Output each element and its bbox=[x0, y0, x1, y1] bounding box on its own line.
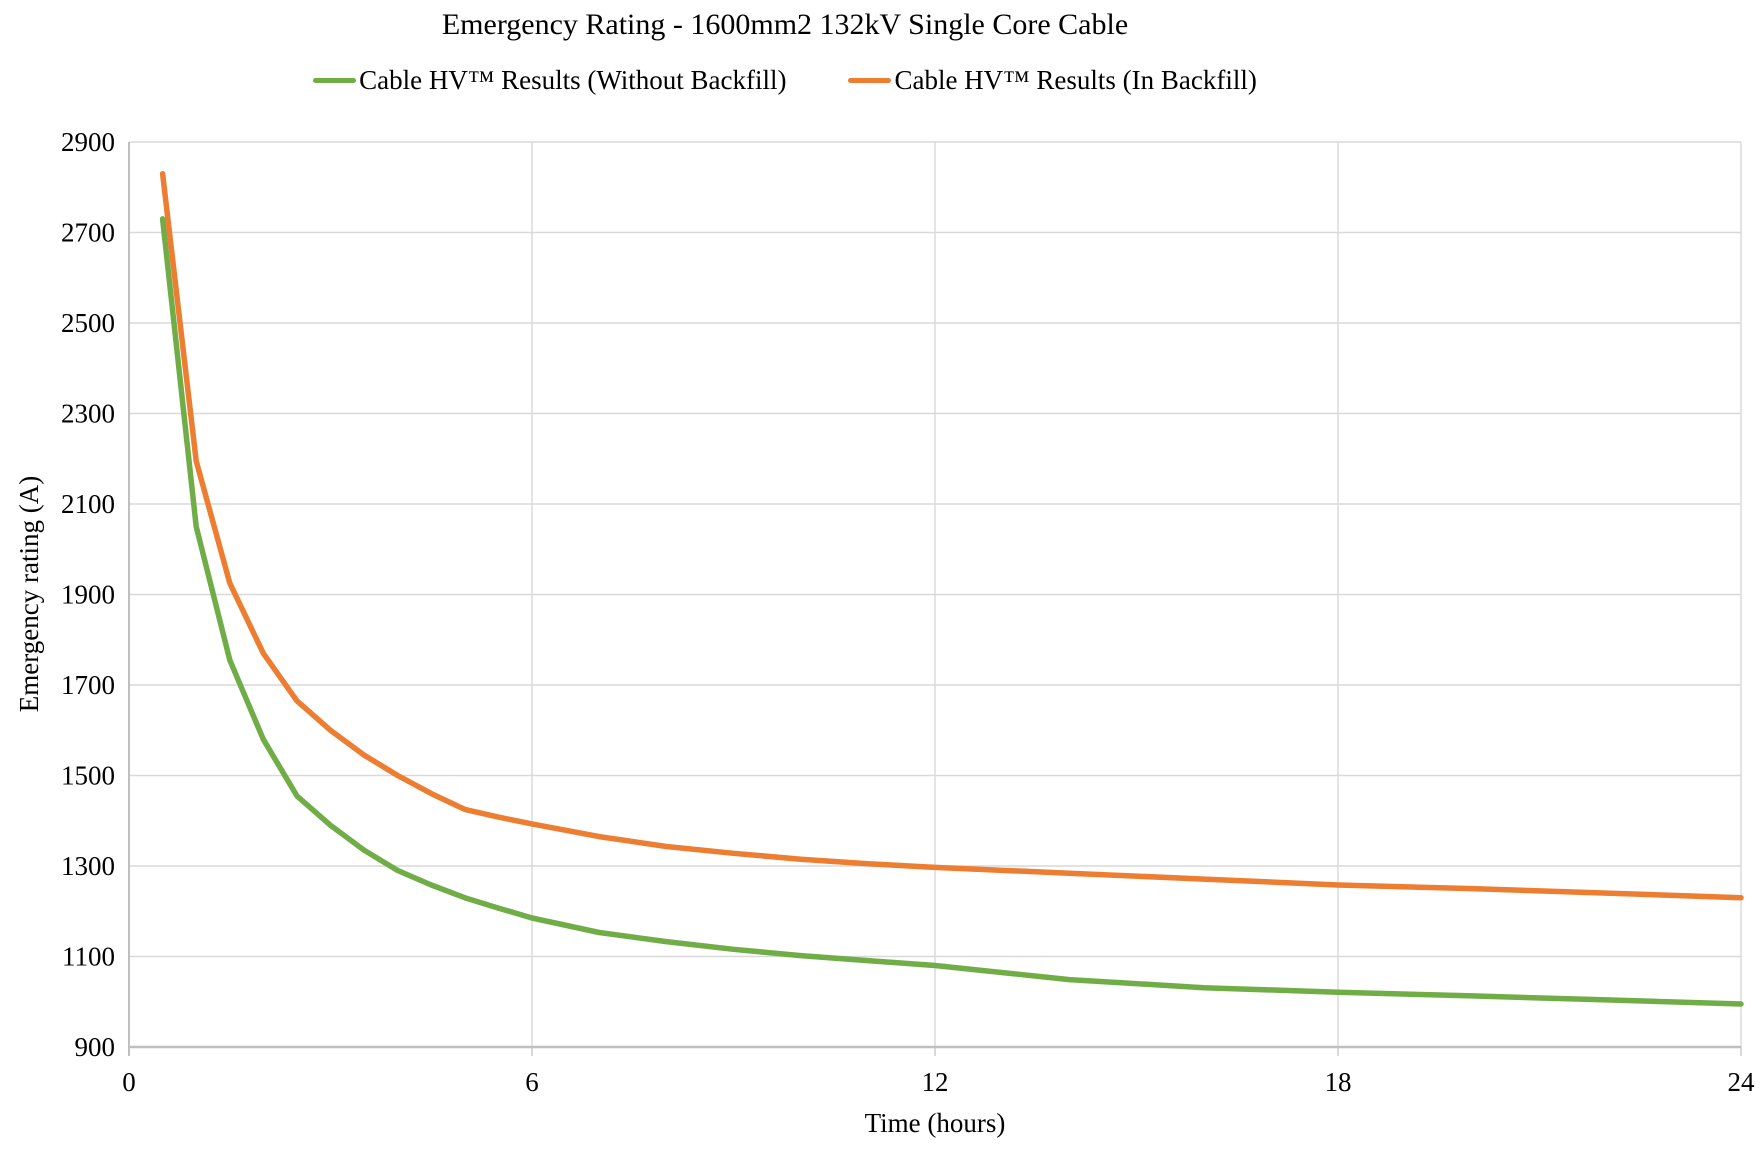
chart-title: Emergency Rating - 1600mm2 132kV Single … bbox=[441, 8, 1129, 41]
y-tick-label: 900 bbox=[75, 1032, 116, 1062]
x-axis-title: Time (hours) bbox=[865, 1108, 1006, 1138]
legend-label-without-backfill: Cable HV™ Results (Without Backfill) bbox=[359, 64, 787, 95]
x-tick-label: 18 bbox=[1325, 1067, 1352, 1097]
y-axis-title: Emergency rating (A) bbox=[14, 476, 44, 712]
legend-label-in-backfill: Cable HV™ Results (In Backfill) bbox=[894, 64, 1257, 95]
series-lines bbox=[159, 170, 1744, 1007]
y-tick-label: 1700 bbox=[61, 670, 115, 700]
axes bbox=[128, 142, 1742, 1056]
y-tick-label: 2700 bbox=[61, 218, 115, 248]
series-line-1 bbox=[159, 170, 1744, 901]
legend: Cable HV™ Results (Without Backfill) Cab… bbox=[0, 60, 1570, 100]
legend-line-swatch-orange bbox=[848, 77, 892, 83]
y-tick-label: 1100 bbox=[62, 942, 115, 972]
y-tick-label: 2300 bbox=[61, 399, 115, 429]
y-tick-label: 1500 bbox=[61, 761, 115, 791]
y-tick-label: 2100 bbox=[61, 489, 115, 519]
x-tick-label: 12 bbox=[922, 1067, 949, 1097]
y-tick-label: 1900 bbox=[61, 580, 115, 610]
tick-labels: 900 1100 1300 1500 1700 1900 2100 2300 2500 2700 2… bbox=[61, 127, 1755, 1097]
y-tick-label: 1300 bbox=[61, 851, 115, 881]
legend-item-without-backfill: Cable HV™ Results (Without Backfill) bbox=[313, 65, 786, 96]
gridlines bbox=[129, 141, 1742, 1047]
y-tick-label: 2900 bbox=[61, 127, 115, 157]
series-line-0 bbox=[159, 216, 1744, 1007]
x-tick-label: 0 bbox=[122, 1067, 136, 1097]
legend-item-in-backfill: Cable HV™ Results (In Backfill) bbox=[848, 64, 1257, 96]
x-tick-label: 24 bbox=[1728, 1067, 1756, 1097]
x-tick-label: 6 bbox=[525, 1067, 539, 1097]
y-tick-label: 2500 bbox=[61, 308, 115, 338]
legend-line-swatch-green bbox=[313, 77, 357, 83]
